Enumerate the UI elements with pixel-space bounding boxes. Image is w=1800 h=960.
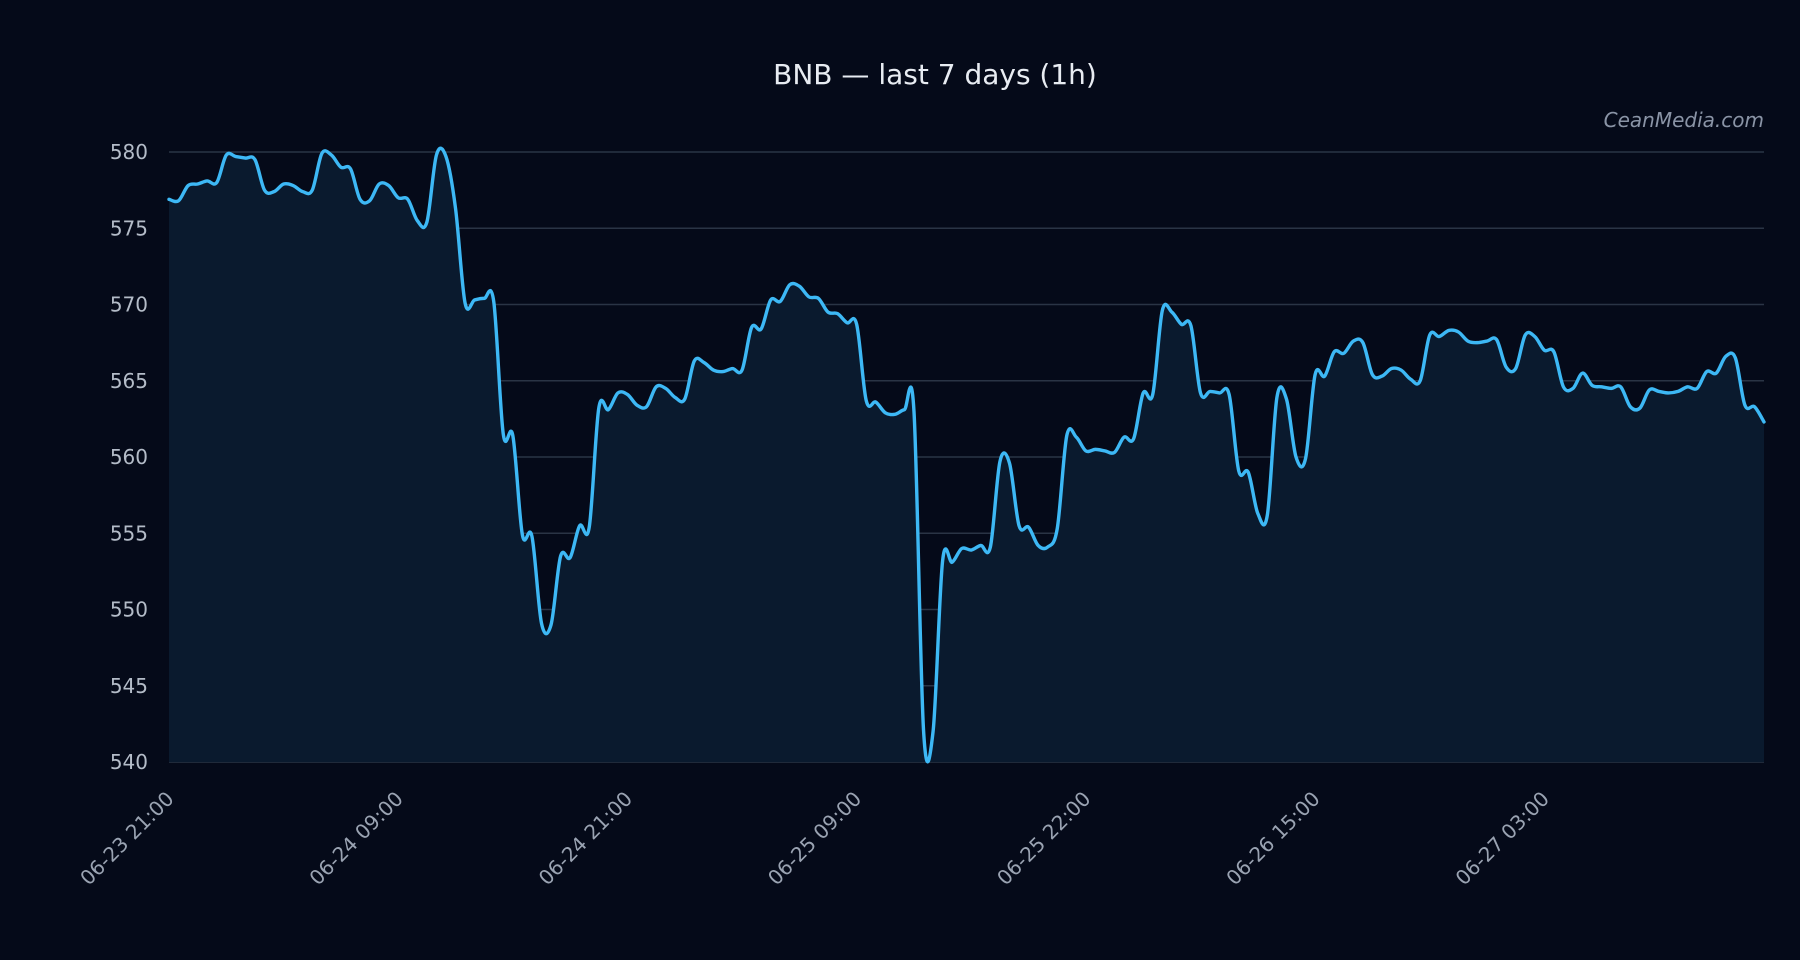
y-tick-label: 560 — [110, 445, 148, 469]
y-tick-label: 555 — [110, 521, 148, 545]
x-axis: 06-23 21:00 06-24 09:00 06-24 21:00 06-25 0… — [75, 787, 1554, 890]
x-tick-label: 06-24 09:00 — [304, 787, 407, 890]
x-tick-label: 06-25 22:00 — [992, 787, 1095, 890]
y-tick-label: 545 — [110, 674, 148, 698]
y-tick-label: 570 — [110, 293, 148, 317]
watermark: CeanMedia.com — [1604, 108, 1764, 132]
x-tick-label: 06-23 21:00 — [75, 787, 178, 890]
series-layer — [167, 146, 1766, 764]
y-tick-label: 540 — [110, 750, 148, 774]
series-line — [167, 146, 1766, 764]
y-axis: 540 545 550 555 560 565 570 575 580 — [110, 140, 148, 774]
x-tick-label: 06-25 09:00 — [763, 787, 866, 890]
x-tick-label: 06-24 21:00 — [534, 787, 637, 890]
y-tick-label: 580 — [110, 140, 148, 164]
y-tick-label: 565 — [110, 369, 148, 393]
y-tick-label: 575 — [110, 216, 148, 240]
x-tick-label: 06-27 03:00 — [1451, 787, 1554, 890]
x-tick-label: 06-26 15:00 — [1221, 787, 1324, 890]
chart-title: BNB — last 7 days (1h) — [773, 58, 1097, 91]
y-tick-label: 550 — [110, 598, 148, 622]
series-area — [169, 148, 1764, 762]
